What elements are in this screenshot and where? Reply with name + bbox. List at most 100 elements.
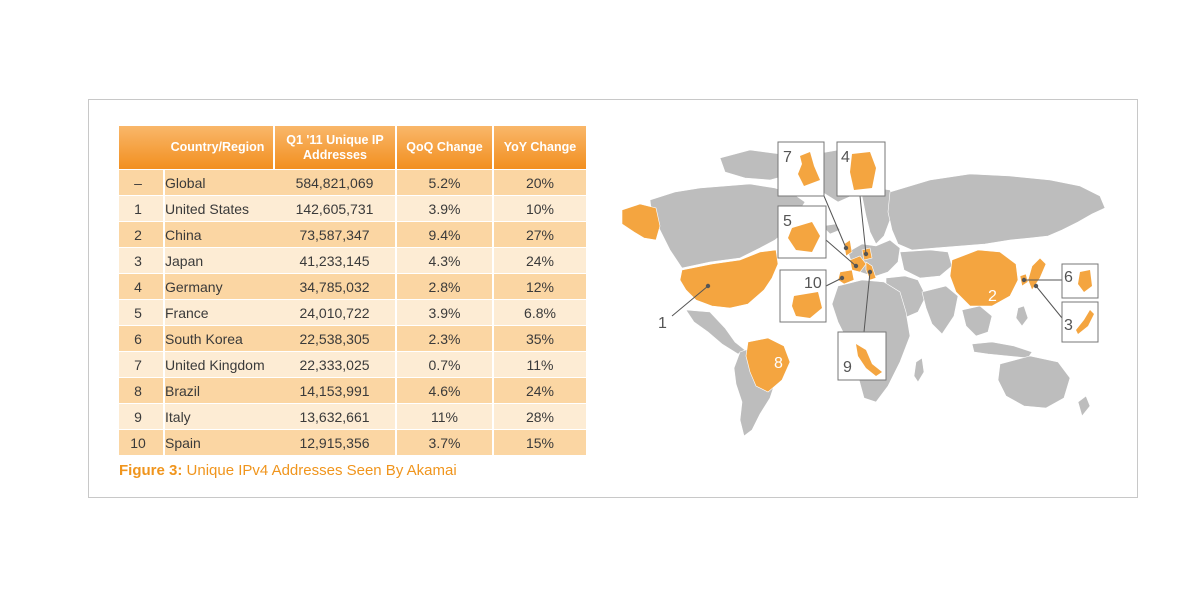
leader-france [825,239,857,267]
dot-france [853,263,859,269]
dot-uk [843,245,849,251]
cell-rank: 10 [119,429,165,455]
cell-yoy-change: 20% [493,169,586,196]
dot-korea [1021,277,1027,283]
map-label-germany: 4 [841,149,850,166]
cell-yoy-change: 6.8% [493,299,586,326]
cell-country-region: Italy [164,403,274,430]
cell-rank: 4 [119,273,165,300]
highlight-spain [837,269,855,285]
highlight-united-states [679,249,779,309]
cell-unique-ip: 12,915,356 [274,429,397,455]
highlight-alaska [621,203,661,241]
land-australia [997,355,1071,409]
cell-rank: 3 [119,247,165,274]
inset-italy [856,344,882,376]
callout-numbers: 1 2 3 4 5 6 7 8 9 10 [658,149,1073,376]
cell-yoy-change: 11% [493,351,586,378]
cell-rank: 2 [119,221,165,248]
land-central-america [685,309,746,355]
cell-rank: 1 [119,195,165,222]
cell-rank: 9 [119,403,165,430]
cell-country-region: Spain [164,429,274,455]
cell-qoq-change: 0.7% [396,351,494,378]
leader-germany [859,195,867,255]
world-map: 1 2 3 4 5 6 7 8 9 10 [621,141,1106,437]
ip-address-table: Country/Region Q1 '11 Unique IP Addresse… [119,126,586,455]
cell-qoq-change: 11% [396,403,494,430]
cell-yoy-change: 10% [493,195,586,222]
cell-qoq-change: 2.3% [396,325,494,352]
highlight-brazil [745,337,791,393]
dot-italy [867,269,873,275]
highlight-china [949,249,1019,307]
callout-box-japan [1061,301,1099,343]
cell-qoq-change: 4.3% [396,247,494,274]
leader-spain [825,277,843,287]
cell-rank: 5 [119,299,165,326]
dot-spain [839,275,845,281]
table-row: 6 South Korea 22,538,305 2.3% 35% [119,325,586,352]
cell-yoy-change: 24% [493,247,586,274]
cell-country-region: Germany [164,273,274,300]
map-label-brazil: 8 [774,355,783,372]
cell-country-region: France [164,299,274,326]
figure-caption-label: Figure 3: [119,462,183,479]
cell-qoq-change: 5.2% [396,169,494,196]
cell-yoy-change: 35% [493,325,586,352]
dot-us [705,283,711,289]
map-label-us: 1 [658,315,667,332]
cell-qoq-change: 9.4% [396,221,494,248]
header-qoq-change: QoQ Change [396,126,494,170]
dot-japan [1033,283,1039,289]
table-row: 7 United Kingdom 22,333,025 0.7% 11% [119,351,586,378]
cell-qoq-change: 3.9% [396,195,494,222]
table-row: 10 Spain 12,915,356 3.7% 15% [119,429,586,455]
cell-yoy-change: 15% [493,429,586,455]
cell-rank: 6 [119,325,165,352]
cell-qoq-change: 4.6% [396,377,494,404]
cell-unique-ip: 22,538,305 [274,325,397,352]
callout-dots [705,245,1039,289]
cell-country-region: Japan [164,247,274,274]
map-label-south-korea: 6 [1064,269,1073,286]
table-row: 1 United States 142,605,731 3.9% 10% [119,195,586,222]
cell-unique-ip: 34,785,032 [274,273,397,300]
cell-rank: 7 [119,351,165,378]
table-row: 5 France 24,010,722 3.9% 6.8% [119,299,586,326]
header-country-region: Country/Region [164,126,275,170]
map-label-china: 2 [988,288,997,305]
land-india [921,285,959,335]
cell-qoq-change: 2.8% [396,273,494,300]
inset-uk [798,152,820,186]
header-yoy-change: YoY Change [493,126,586,170]
figure-caption-text: Unique IPv4 Addresses Seen By Akamai [186,462,457,479]
table-row: 8 Brazil 14,153,991 4.6% 24% [119,377,586,404]
cell-unique-ip: 142,605,731 [274,195,397,222]
land-russia [887,173,1106,251]
table-row: 9 Italy 13,632,661 11% 28% [119,403,586,430]
highlight-france [849,255,867,273]
table-row: 2 China 73,587,347 9.4% 27% [119,221,586,248]
cell-unique-ip: 73,587,347 [274,221,397,248]
table-row: – Global 584,821,069 5.2% 20% [119,169,586,196]
inset-korea [1078,270,1092,292]
land-southeast-asia [961,305,993,337]
leader-uk [823,195,847,249]
cell-unique-ip: 41,233,145 [274,247,397,274]
callout-insets [788,152,1094,376]
map-label-uk: 7 [783,149,792,166]
map-label-spain: 10 [804,275,822,292]
map-label-france: 5 [783,213,792,230]
cell-qoq-change: 3.7% [396,429,494,455]
cell-country-region: China [164,221,274,248]
leader-japan [1035,285,1063,319]
map-highlighted-countries [621,203,1047,393]
cell-rank: 8 [119,377,165,404]
leader-italy [863,271,871,333]
cell-yoy-change: 28% [493,403,586,430]
land-new-zealand [1077,395,1091,417]
callout-leaders [671,195,1063,333]
land-philippines [1015,305,1029,327]
cell-unique-ip: 14,153,991 [274,377,397,404]
